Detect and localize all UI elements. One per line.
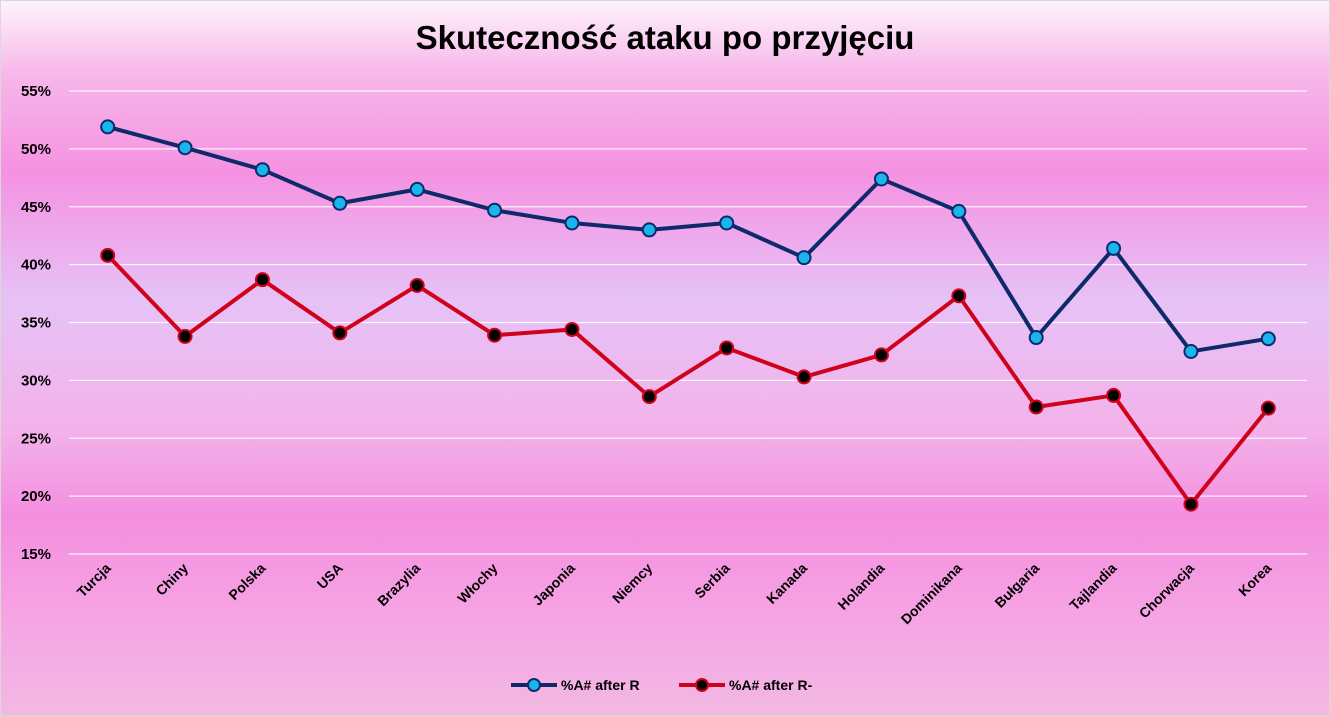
data-point (719, 340, 735, 356)
chart-title: Skuteczność ataku po przyjęciu (415, 19, 915, 56)
data-point (951, 288, 967, 304)
legend-marker (695, 678, 709, 692)
data-point (1183, 496, 1199, 512)
x-tick-label: Polska (225, 560, 268, 603)
data-point (796, 250, 812, 266)
y-tick-label: 40% (21, 257, 51, 274)
data-point (254, 162, 270, 178)
x-tick-label: Bułgaria (991, 560, 1042, 611)
data-point (332, 195, 348, 211)
x-tick-label: Serbia (691, 560, 733, 602)
data-point (719, 215, 735, 231)
data-point (951, 203, 967, 219)
x-tick-label: Turcja (74, 560, 114, 600)
legend-entry: %A# after R- (679, 677, 813, 693)
x-tick-label: Tajlandia (1066, 560, 1120, 614)
legend-label: %A# after R (561, 677, 640, 693)
series-1 (100, 119, 1276, 359)
data-point (409, 277, 425, 293)
data-point (100, 247, 116, 263)
data-point (487, 202, 503, 218)
legend-entry: %A# after R (511, 677, 640, 693)
data-point (332, 325, 348, 341)
data-point (487, 327, 503, 343)
data-point (641, 389, 657, 405)
x-tick-label: Włochy (454, 560, 501, 607)
data-point (1260, 331, 1276, 347)
y-tick-label: 45% (21, 199, 51, 216)
data-point (873, 347, 889, 363)
x-tick-label: Kanada (763, 560, 810, 607)
legend: %A# after R %A# after R- (511, 677, 813, 693)
x-tick-label: Brazylia (374, 560, 423, 609)
data-point (177, 328, 193, 344)
series-line (107, 124, 1269, 354)
y-tick-label: 15% (21, 546, 51, 563)
data-point (1106, 240, 1122, 256)
data-point (641, 222, 657, 238)
data-point (564, 321, 580, 337)
legend-marker (527, 678, 541, 692)
data-point (100, 119, 116, 135)
data-point (796, 369, 812, 385)
data-point (564, 215, 580, 231)
data-point (1260, 400, 1276, 416)
x-tick-label: Chiny (152, 560, 191, 599)
legend-label: %A# after R- (729, 677, 813, 693)
x-tick-label: Holandia (834, 560, 887, 613)
data-point (873, 171, 889, 187)
y-tick-label: 50% (21, 141, 51, 158)
x-tick-label: Niemcy (609, 560, 656, 607)
x-tick-label: Japonia (529, 560, 578, 609)
y-tick-label: 20% (21, 488, 51, 505)
y-axis: 15% 20% 25% 30% 35% 40% 45% 50% 55% (21, 83, 51, 563)
series-line (106, 253, 1270, 507)
y-tick-label: 35% (21, 315, 51, 332)
x-tick-label: Chorwacja (1136, 560, 1198, 622)
y-tick-label: 55% (21, 83, 51, 100)
data-point (1183, 343, 1199, 359)
gridlines (69, 90, 1307, 555)
x-axis: Turcja Chiny Polska USA Brazylia Włochy Japoni… (74, 560, 1275, 628)
y-tick-label: 25% (21, 430, 51, 447)
x-tick-label: Dominikana (898, 560, 966, 628)
x-tick-label: Korea (1235, 560, 1275, 600)
series (100, 119, 1276, 512)
data-point (409, 181, 425, 197)
data-point (1028, 399, 1044, 415)
series-2 (100, 247, 1276, 512)
data-point (1106, 387, 1122, 403)
data-point (254, 272, 270, 288)
y-tick-label: 30% (21, 372, 51, 389)
x-tick-label: USA (314, 560, 346, 592)
data-point (1028, 330, 1044, 346)
data-point (177, 140, 193, 156)
